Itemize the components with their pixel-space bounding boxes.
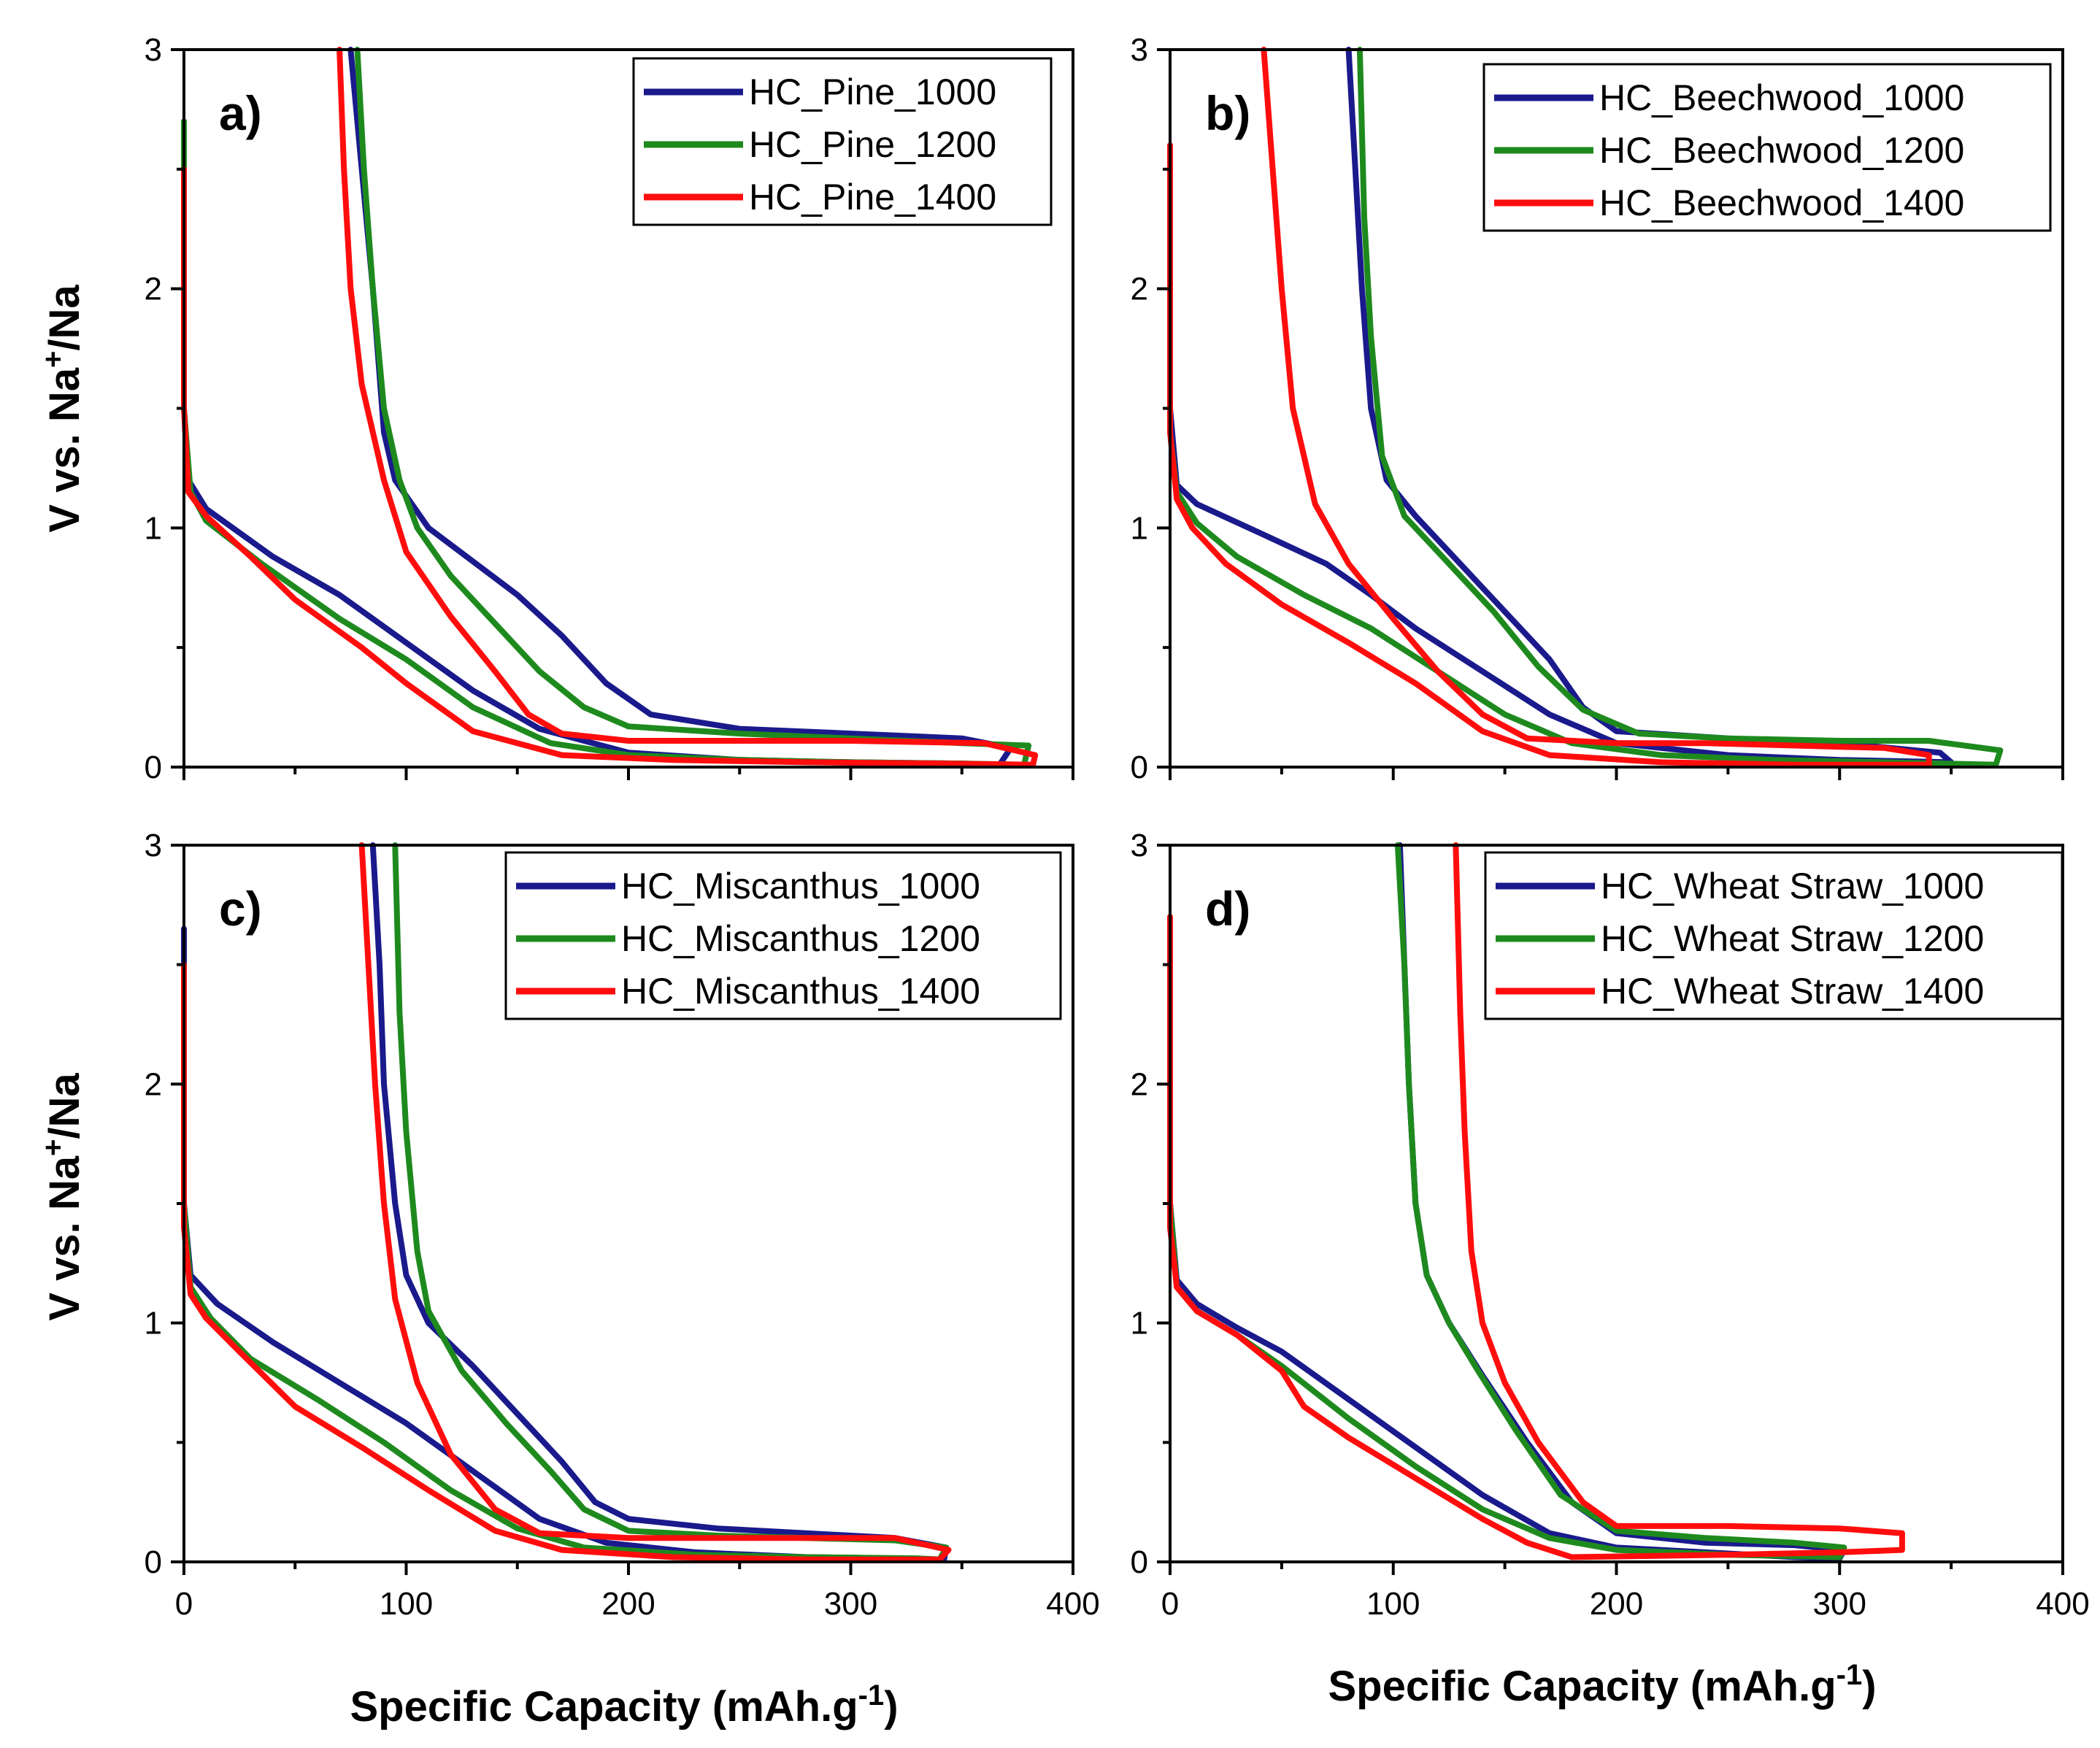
x-tick-label: 0 [1161, 1586, 1179, 1622]
legend-label: HC_Miscanthus_1400 [621, 971, 980, 1012]
y-tick-label: 3 [1131, 32, 1148, 68]
y-tick-label: 2 [145, 1066, 162, 1102]
y-tick-label: 0 [1131, 750, 1148, 785]
series-3-discharge-curve [181, 961, 943, 1563]
series-2-discharge-curve [181, 961, 943, 1563]
series-2-charge-curve [1356, 47, 2004, 768]
series-2-discharge-curve [1167, 961, 1843, 1560]
panel-label: d) [1205, 882, 1250, 936]
x-tick-label: 100 [380, 1586, 433, 1622]
x-tick-label: 300 [1813, 1586, 1866, 1622]
series-3-discharge-curve [1167, 914, 1575, 1560]
series-2-discharge-curve [1167, 285, 1999, 768]
series-3-discharge-curve [1167, 142, 1932, 768]
panel-b: 0 1 2 3 b) HC_Beechwood_1000 HC_Beechwood_1200… [1131, 32, 2064, 785]
x-tick-label: 200 [601, 1586, 655, 1622]
series-3-charge-curve [1453, 842, 1905, 1560]
legend-label: HC_Pine_1200 [749, 124, 996, 165]
series-2-charge-curve [1394, 842, 1847, 1560]
panel-a: 0 1 2 3 a) HC_Pine_1000 HC_Pine_1200 HC_Pine_14… [145, 32, 1074, 785]
y-axis-title-bottom: V vs. Na+/Na [37, 1073, 88, 1321]
series-3-discharge-curve [181, 166, 1036, 768]
x-tick-label: 200 [1590, 1586, 1643, 1622]
legend-label: HC_Wheat Straw_1400 [1601, 971, 1984, 1012]
panel-label: b) [1205, 86, 1250, 140]
y-tick-label: 1 [1131, 1306, 1148, 1341]
x-tick-label: 300 [824, 1586, 877, 1622]
x-tick-label: 400 [1046, 1586, 1099, 1622]
x-axis-title-right: Specific Capacity (mAh.g-1) [1328, 1659, 1876, 1710]
legend-label: HC_Wheat Straw_1000 [1601, 866, 1984, 906]
legend-label: HC_Beechwood_1200 [1599, 130, 1964, 171]
series-3-charge-curve [1261, 47, 1932, 768]
legend-label: HC_Pine_1400 [749, 177, 996, 217]
series-1-discharge-curve [1167, 142, 1955, 766]
y-tick-label: 0 [145, 750, 162, 785]
legend-label: HC_Wheat Straw_1200 [1601, 918, 1984, 959]
panel-c: 0 100 200 300 400 0 1 2 3 c) HC_Miscanthus_1000 HC_… [145, 828, 1100, 1622]
legend-label: HC_Pine_1000 [749, 72, 996, 112]
x-tick-label: 400 [2036, 1586, 2089, 1622]
y-tick-label: 3 [145, 828, 162, 863]
x-tick-label: 0 [175, 1586, 193, 1622]
y-tick-label: 1 [1131, 510, 1148, 546]
x-axis-title-left: Specific Capacity (mAh.g-1) [350, 1679, 898, 1730]
legend-label: HC_Beechwood_1400 [1599, 182, 1964, 223]
y-tick-label: 1 [145, 510, 162, 546]
legend-label: HC_Miscanthus_1000 [621, 866, 980, 906]
series-3-charge-curve [336, 47, 1039, 768]
legend-label: HC_Beechwood_1000 [1599, 77, 1964, 118]
panel-d: 0 100 200 300 400 0 1 2 3 d) HC_Wheat Straw_1000 HC… [1131, 828, 2090, 1622]
y-tick-label: 0 [145, 1544, 162, 1580]
y-tick-label: 2 [1131, 272, 1148, 307]
y-tick-label: 3 [1131, 828, 1148, 863]
x-tick-label: 100 [1366, 1586, 1420, 1622]
y-tick-label: 1 [145, 1306, 162, 1341]
panel-label: a) [219, 86, 262, 140]
y-axis-title-top: V vs. Na+/Na [37, 285, 88, 533]
y-tick-label: 2 [1131, 1066, 1148, 1102]
panel-label: c) [219, 882, 262, 936]
y-tick-label: 0 [1131, 1544, 1148, 1580]
legend-label: HC_Miscanthus_1200 [621, 918, 980, 959]
y-tick-label: 3 [145, 32, 162, 68]
series-3-charge-curve [358, 842, 952, 1563]
y-tick-label: 2 [145, 272, 162, 307]
